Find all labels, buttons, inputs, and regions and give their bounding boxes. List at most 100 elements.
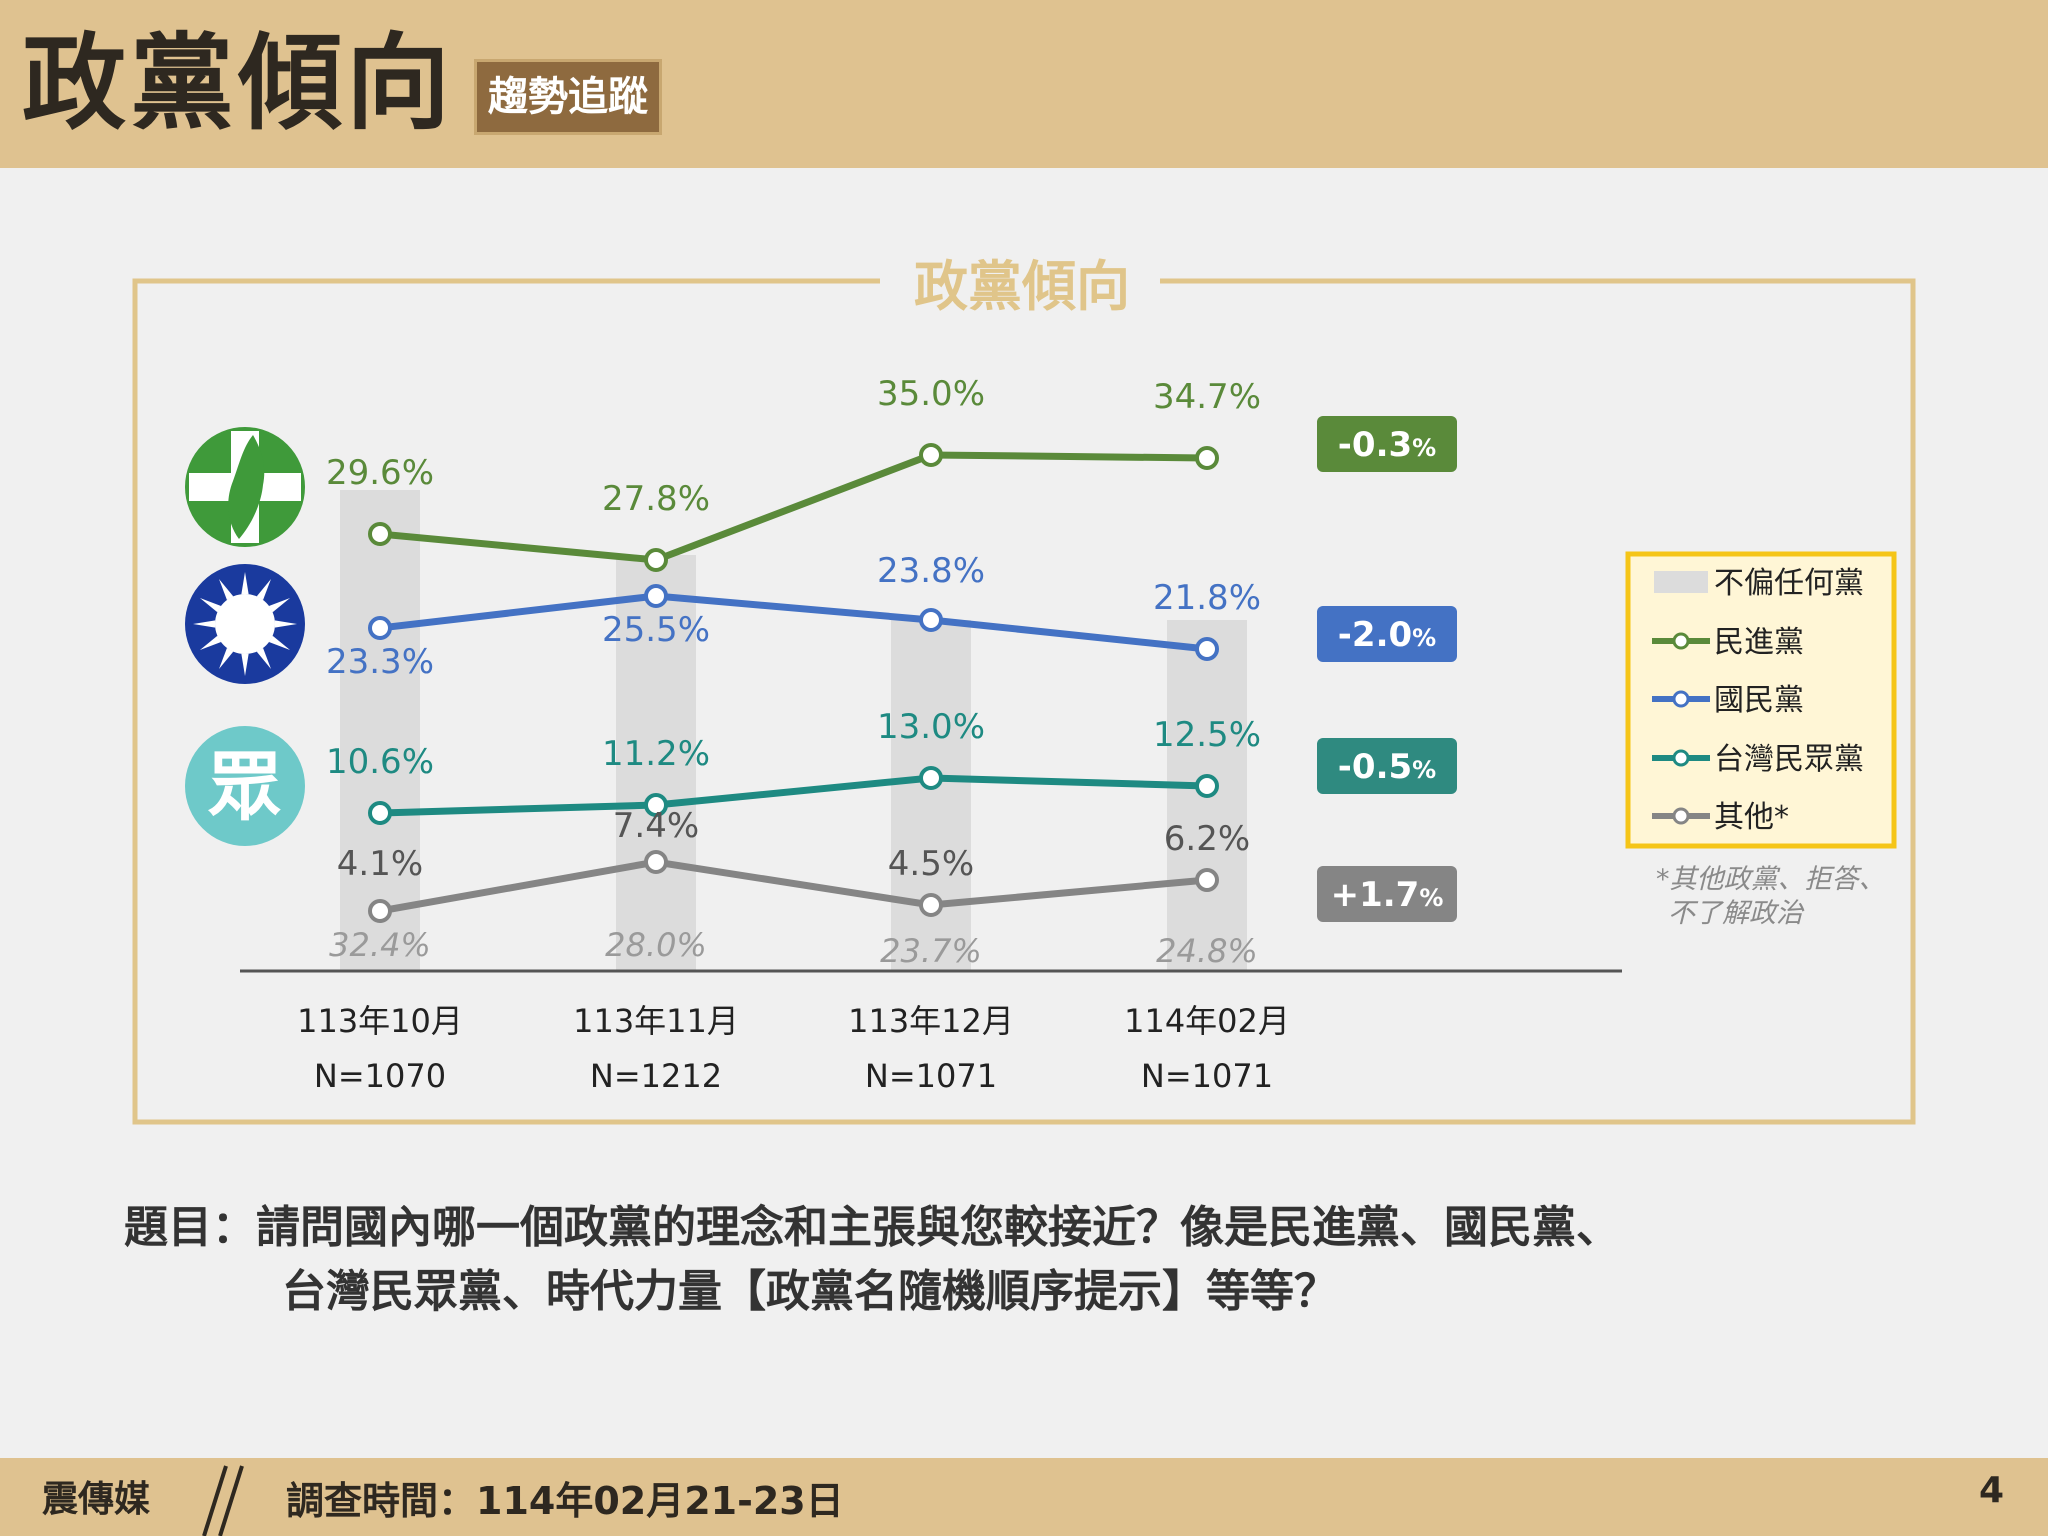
series-point [919, 893, 943, 917]
data-label: 23.3% [326, 642, 434, 682]
neutral-bar-label: 24.8% [1156, 932, 1258, 970]
change-unit: % [1419, 884, 1443, 912]
page-title: 政黨傾向 [22, 22, 455, 144]
change-badge [1317, 738, 1457, 794]
series-line [379, 858, 1208, 915]
tpp-logo-icon: 眾 [185, 726, 305, 846]
series-point [368, 522, 392, 546]
change-unit: % [1412, 756, 1436, 784]
neutral-bar [616, 555, 696, 971]
series-point [644, 548, 668, 572]
series-point [368, 801, 392, 825]
kmt-ray [274, 620, 297, 628]
change-unit: % [1412, 624, 1436, 652]
legend-swatch-bar [1654, 571, 1708, 593]
neutral-bar [340, 490, 420, 971]
page-number: 4 [1978, 1470, 2004, 1511]
legend-label: 民進黨 [1714, 625, 1804, 660]
survey-question: 題目：請問國內哪一個政黨的理念和主張與您較接近？像是民進黨、國民黨、 台灣民眾黨… [124, 1196, 1924, 1324]
data-label: 7.4% [613, 806, 699, 846]
data-label: 11.2% [602, 734, 710, 774]
series-line [379, 774, 1208, 817]
change-badge [1317, 606, 1457, 662]
change-value: -2.0% [1338, 615, 1436, 655]
x-tick-label: 113年10月 [297, 1002, 463, 1040]
series-point [1195, 774, 1219, 798]
data-label: 21.8% [1153, 578, 1261, 618]
kmt-ray [219, 578, 234, 601]
footnote-line-2: 不了解政治 [1668, 898, 1805, 929]
tpp-logo-glyph: 眾 [208, 744, 282, 830]
sample-size-label: N=1070 [314, 1057, 446, 1095]
trend-badge: 趨勢追蹤 [474, 59, 662, 135]
change-number: -0.5 [1338, 747, 1412, 787]
sample-size-label: N=1071 [1141, 1057, 1273, 1095]
sample-size-label: N=1071 [865, 1057, 997, 1095]
header-bar: 政黨傾向 趨勢追蹤 [0, 0, 2048, 168]
change-number: -0.3 [1338, 425, 1412, 465]
kmt-ray [241, 653, 249, 676]
change-value: +1.7% [1331, 875, 1444, 915]
series-point [368, 616, 392, 640]
series-point [919, 608, 943, 632]
data-labels-layer: 29.6% 27.8% 35.0% 34.7% 23.3% 25.5% 23.8% 21.8%… [326, 374, 1261, 884]
series-point [368, 899, 392, 923]
series-point [1195, 868, 1219, 892]
legend-swatch-marker [1672, 632, 1690, 650]
x-tick-label: 113年12月 [848, 1002, 1014, 1040]
series-line [379, 592, 1208, 653]
neutral-bar-label: 28.0% [605, 926, 707, 964]
legend-swatch-marker [1672, 749, 1690, 767]
kmt-ray [256, 578, 271, 601]
change-number: +1.7 [1331, 875, 1420, 915]
kmt-ray [219, 647, 234, 670]
data-label: 4.1% [337, 844, 423, 884]
footer-brand: 震傳媒 [42, 1479, 151, 1520]
data-label: 12.5% [1153, 715, 1261, 755]
neutral-bar-label: 32.4% [329, 926, 431, 964]
kmt-ray [199, 635, 222, 650]
change-badge [1317, 866, 1457, 922]
series-point [1195, 637, 1219, 661]
x-tick-label: 114年02月 [1124, 1002, 1290, 1040]
neutral-bar [891, 620, 971, 971]
chart-title-bg [880, 255, 1160, 315]
data-label: 10.6% [326, 742, 434, 782]
data-label: 4.5% [888, 844, 974, 884]
kmt-ray [256, 647, 271, 670]
question-line-1: 題目：請問國內哪一個政黨的理念和主張與您較接近？像是民進黨、國民黨、 [124, 1202, 1620, 1253]
dpp-logo-icon [185, 427, 305, 547]
kmt-logo-icon [185, 564, 305, 684]
data-label: 13.0% [877, 707, 985, 747]
survey-date: 調查時間：114年02月21-23日 [286, 1479, 844, 1523]
change-number: -2.0 [1338, 615, 1412, 655]
series-point [644, 793, 668, 817]
kmt-ray [199, 598, 222, 613]
legend-label: 台灣民眾黨 [1714, 742, 1864, 777]
change-value: -0.5% [1338, 747, 1436, 787]
chart-title: 政黨傾向 [914, 255, 1130, 318]
change-badge [1317, 416, 1457, 472]
neutral-bars-layer: 32.4% 28.0% 23.7% 24.8% [329, 490, 1258, 971]
kmt-ray [193, 620, 216, 628]
series-point [919, 766, 943, 790]
legend-swatch-marker [1672, 807, 1690, 825]
footnote-line-1: *其他政黨、拒答、 [1656, 864, 1886, 895]
series-point [644, 584, 668, 608]
data-label: 6.2% [1164, 819, 1250, 859]
series-line [379, 451, 1208, 564]
change-badges-layer: -0.3%-2.0%-0.5%+1.7% [1317, 416, 1457, 922]
footer-bar: 震傳媒 調查時間：114年02月21-23日 4 [0, 1458, 2048, 1536]
sample-size-label: N=1212 [590, 1057, 722, 1095]
data-label: 35.0% [877, 374, 985, 414]
legend-label: 其他* [1714, 800, 1789, 835]
x-ticks-layer: 113年10月 N=1070 113年11月 N=1212 113年12月 N=1071 1… [297, 1002, 1290, 1095]
series-point [919, 443, 943, 467]
data-label: 34.7% [1153, 377, 1261, 417]
series-lines-layer [368, 443, 1219, 923]
neutral-bar-label: 23.7% [880, 932, 982, 970]
data-label: 27.8% [602, 479, 710, 519]
series-point [1195, 446, 1219, 470]
legend-label: 不偏任何黨 [1714, 566, 1864, 601]
